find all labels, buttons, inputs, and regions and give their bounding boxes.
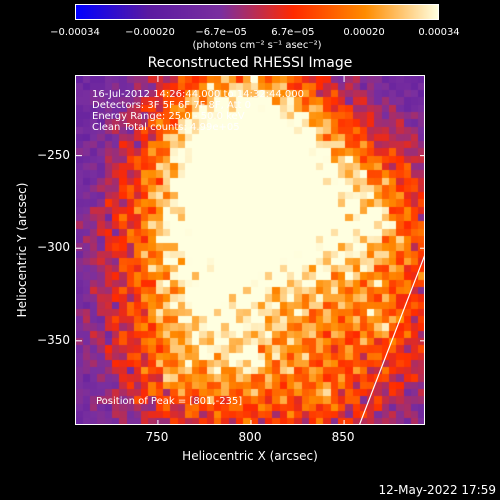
x-tick-label: 750: [145, 430, 169, 444]
heatmap-image: [76, 76, 424, 424]
time-range-label: 16-Jul-2012 14:26:44.000 to 14:32:44.000: [92, 89, 304, 100]
x-tick-label: 850: [331, 430, 355, 444]
y-tick-label: −250: [37, 147, 70, 162]
clean-counts-label: Clean Total counts: 4.99e+05: [92, 122, 240, 133]
y-axis-label: Heliocentric Y (arcsec): [15, 182, 29, 318]
x-tick-label: 800: [238, 430, 262, 444]
solar-limb-line: [359, 255, 424, 424]
timestamp: 12-May-2022 17:59: [378, 483, 496, 497]
colorbar-tick-label: 0.00034: [418, 27, 460, 38]
y-tick-label: −350: [37, 332, 70, 347]
colorbar-unit-label: (photons cm⁻² s⁻¹ asec⁻²): [192, 40, 322, 51]
colorbar-tick-label: −0.00034: [50, 27, 100, 38]
x-axis-label: Heliocentric X (arcsec): [182, 449, 318, 463]
chart-title: Reconstructed RHESSI Image: [147, 55, 353, 71]
colorbar-tick-label: −0.00020: [125, 27, 175, 38]
colorbar-tick-label: 0.00020: [343, 27, 385, 38]
energy-range-label: Energy Range: 25.0 - 50.0 keV: [92, 111, 245, 122]
plot-area: 16-Jul-2012 14:26:44.000 to 14:32:44.000…: [75, 75, 425, 425]
detectors-label: Detectors: 3F 5F 6F 7F 8F, Att 0: [92, 100, 252, 111]
colorbar-tick-label: 6.7e−05: [271, 27, 315, 38]
overlay: [76, 76, 424, 424]
colorbar-tick-label: −6.7e−05: [195, 27, 247, 38]
colorbar: [75, 4, 439, 20]
peak-position-label: Position of Peak = [801,-235]: [96, 396, 243, 407]
y-tick-label: −300: [37, 240, 70, 255]
